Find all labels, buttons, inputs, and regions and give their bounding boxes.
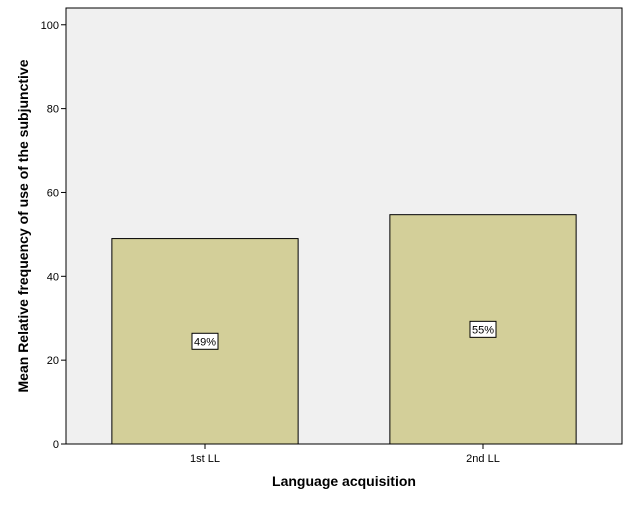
x-tick-label: 1st LL <box>190 453 220 465</box>
y-axis: 0 20 40 60 80 100 <box>41 20 66 451</box>
x-axis-title: Language acquisition <box>272 473 416 489</box>
data-label-box <box>469 320 497 338</box>
x-tick-label: 2nd LL <box>466 453 500 465</box>
y-tick-label: 20 <box>47 355 59 367</box>
y-tick-label: 80 <box>47 104 59 116</box>
y-axis-title: Mean Relative frequency of use of the su… <box>15 59 31 392</box>
data-label-box <box>191 332 219 350</box>
x-axis: 1st LL 2nd LL <box>190 444 500 465</box>
y-tick-label: 0 <box>53 439 59 451</box>
y-tick-label: 60 <box>47 187 59 199</box>
data-labels: 49% 55% <box>191 320 497 350</box>
y-tick-label: 40 <box>47 271 59 283</box>
y-tick-label: 100 <box>41 20 59 32</box>
data-label: 55% <box>472 324 494 336</box>
data-label: 49% <box>194 336 216 348</box>
